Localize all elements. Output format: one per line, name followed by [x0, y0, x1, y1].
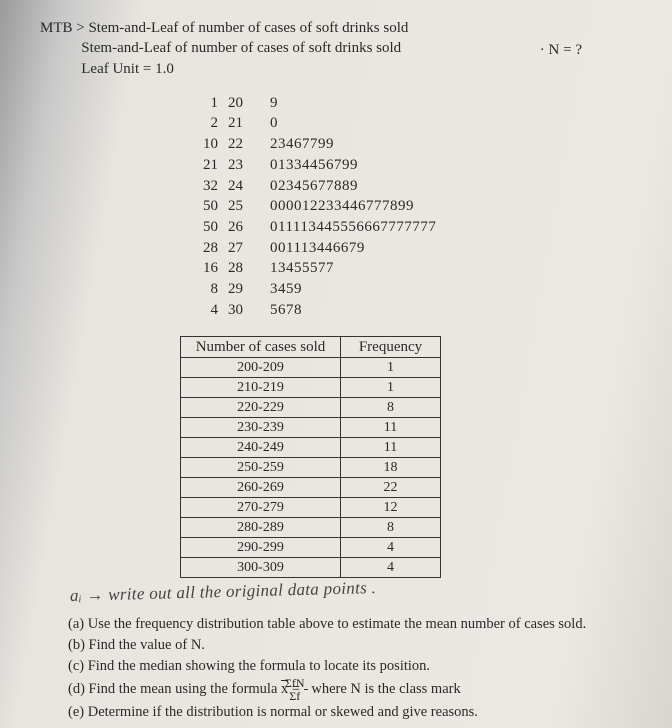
- stemleaf-leaves: 01334456799: [270, 155, 642, 176]
- table-cell-range: 270-279: [181, 498, 341, 518]
- stemleaf-stem: 30: [228, 300, 270, 321]
- stemleaf-stem: 26: [228, 217, 270, 238]
- stemleaf-row: 5026011113445556667777777: [190, 217, 642, 238]
- table-head-right: Frequency: [341, 337, 441, 358]
- stemleaf-leaves: 0: [270, 113, 642, 134]
- table-cell-range: 260-269: [181, 478, 341, 498]
- stemleaf-leaves: 5678: [270, 300, 642, 321]
- stemleaf-leaves: 13455577: [270, 258, 642, 279]
- stemleaf-row: 102223467799: [190, 134, 642, 155]
- table-head-left: Number of cases sold: [181, 337, 341, 358]
- table-cell-freq: 22: [341, 478, 441, 498]
- stemleaf-leaves: 23467799: [270, 134, 642, 155]
- stemleaf-count: 28: [190, 238, 228, 259]
- stemleaf-stem: 20: [228, 93, 270, 114]
- stemleaf-count: 16: [190, 258, 228, 279]
- table-row: 220-2298: [181, 398, 441, 418]
- stemleaf-count: 50: [190, 196, 228, 217]
- table-row: 280-2898: [181, 518, 441, 538]
- header-line-3: Leaf Unit = 1.0: [40, 59, 642, 79]
- stemleaf-stem: 21: [228, 113, 270, 134]
- stemleaf-row: 2210: [190, 113, 642, 134]
- stemleaf-row: 8293459: [190, 279, 642, 300]
- stemleaf-leaves: 011113445556667777777: [270, 217, 642, 238]
- question-a: (a) Use the frequency distribution table…: [68, 614, 642, 635]
- table-cell-freq: 11: [341, 438, 441, 458]
- table-row: 290-2994: [181, 538, 441, 558]
- stemleaf-leaves: 000012233446777899: [270, 196, 642, 217]
- stemleaf-row: 5025000012233446777899: [190, 196, 642, 217]
- table-row: 230-23911: [181, 418, 441, 438]
- stemleaf-row: 2827001113446679: [190, 238, 642, 259]
- stemleaf-leaves: 001113446679: [270, 238, 642, 259]
- stemleaf-row: 212301334456799: [190, 155, 642, 176]
- table-cell-freq: 11: [341, 418, 441, 438]
- stemleaf-stem: 27: [228, 238, 270, 259]
- table-cell-freq: 12: [341, 498, 441, 518]
- header-n-note: · N = ?: [540, 40, 582, 60]
- table-cell-freq: 4: [341, 538, 441, 558]
- table-cell-freq: 1: [341, 358, 441, 378]
- table-cell-range: 240-249: [181, 438, 341, 458]
- table-cell-freq: 4: [341, 558, 441, 578]
- table-row: 200-2091: [181, 358, 441, 378]
- frequency-table: Number of cases sold Frequency 200-20912…: [180, 336, 441, 578]
- header-block: MTB > Stem-and-Leaf of number of cases o…: [40, 18, 642, 79]
- question-d-pre: (d) Find the mean using the formula: [68, 681, 281, 697]
- question-d-post: where N is the class mark: [308, 681, 461, 697]
- stemleaf-leaves: 9: [270, 93, 642, 114]
- stemleaf-row: 322402345677889: [190, 176, 642, 197]
- stemleaf-leaves: 02345677889: [270, 176, 642, 197]
- stemleaf-count: 50: [190, 217, 228, 238]
- stemleaf-leaves: 3459: [270, 279, 642, 300]
- stemleaf-stem: 28: [228, 258, 270, 279]
- table-cell-range: 210-219: [181, 378, 341, 398]
- stemleaf-count: 32: [190, 176, 228, 197]
- table-cell-range: 280-289: [181, 518, 341, 538]
- table-cell-freq: 18: [341, 458, 441, 478]
- table-cell-range: 300-309: [181, 558, 341, 578]
- stemleaf-row: 4305678: [190, 300, 642, 321]
- stemleaf-count: 4: [190, 300, 228, 321]
- stemleaf-count: 1: [190, 93, 228, 114]
- table-cell-range: 230-239: [181, 418, 341, 438]
- stemleaf-row: 162813455577: [190, 258, 642, 279]
- question-c: (c) Find the median showing the formula …: [68, 656, 642, 677]
- table-cell-range: 250-259: [181, 458, 341, 478]
- stemleaf-stem: 29: [228, 279, 270, 300]
- table-row: 250-25918: [181, 458, 441, 478]
- question-e: (e) Determine if the distribution is nor…: [68, 702, 642, 723]
- table-row: 270-27912: [181, 498, 441, 518]
- stemleaf-count: 21: [190, 155, 228, 176]
- stemleaf-plot: 1209221010222346779921230133445679932240…: [190, 93, 642, 321]
- stemleaf-stem: 22: [228, 134, 270, 155]
- stemleaf-stem: 24: [228, 176, 270, 197]
- stemleaf-stem: 23: [228, 155, 270, 176]
- header-line-1: MTB > Stem-and-Leaf of number of cases o…: [40, 18, 642, 38]
- stemleaf-count: 10: [190, 134, 228, 155]
- question-d: (d) Find the mean using the formula x = …: [68, 677, 642, 702]
- table-row: 240-24911: [181, 438, 441, 458]
- question-b: (b) Find the value of N.: [68, 635, 642, 656]
- table-cell-freq: 1: [341, 378, 441, 398]
- stemleaf-count: 2: [190, 113, 228, 134]
- questions-block: (a) Use the frequency distribution table…: [40, 614, 642, 723]
- table-row: 300-3094: [181, 558, 441, 578]
- stemleaf-stem: 25: [228, 196, 270, 217]
- table-cell-range: 290-299: [181, 538, 341, 558]
- table-cell-range: 200-209: [181, 358, 341, 378]
- handwritten-note: aᵢ → write out all the original data poi…: [70, 578, 377, 606]
- table-cell-range: 220-229: [181, 398, 341, 418]
- table-cell-freq: 8: [341, 518, 441, 538]
- stemleaf-row: 1209: [190, 93, 642, 114]
- table-cell-freq: 8: [341, 398, 441, 418]
- table-row: 260-26922: [181, 478, 441, 498]
- stemleaf-count: 8: [190, 279, 228, 300]
- table-row: 210-2191: [181, 378, 441, 398]
